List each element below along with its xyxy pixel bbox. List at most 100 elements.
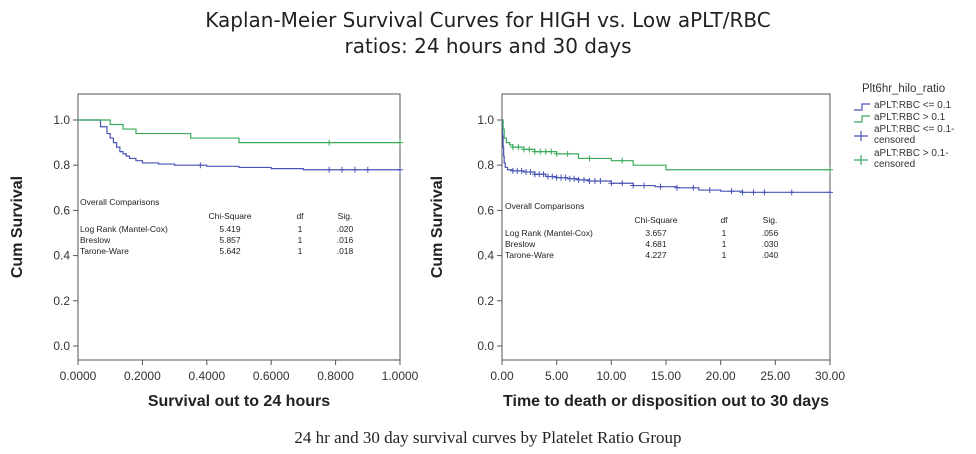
censor-mark [575,176,582,183]
censor-mark [657,183,664,190]
sig-value: .018 [337,246,354,256]
column-header-df: df [296,211,304,221]
legend: Plt6hr_hilo_ratio aPLT:RBC <= 0.1 aPLT:RBC… [854,83,954,170]
censor-mark [706,187,713,194]
censor-mark [562,174,569,181]
chart-title-line-1: Kaplan-Meier Survival Curves for HIGH vs… [205,8,771,32]
survival-line-high [502,119,830,171]
column-header-df: df [720,215,728,225]
test-name: Tarone-Ware [80,246,129,256]
legend-entry-label: aPLT:RBC <= 0.1 [874,100,952,111]
sig-value: .056 [762,228,779,238]
x-axis-title: Survival out to 24 hours [148,393,330,410]
censor-mark [197,162,204,169]
censor-mark [326,166,333,173]
censor-mark [515,144,522,151]
chi-square-value: 5.857 [219,235,241,245]
column-header-sig: Sig. [338,211,353,221]
y-tick-label: 0.4 [477,249,494,263]
censor-mark [750,189,757,196]
censor-mark [788,189,795,196]
df-value: 1 [722,228,727,238]
legend-entry-label: aPLT:RBC > 0.1- [874,148,949,159]
x-tick-label: 20.00 [706,369,736,383]
survival-line-high [78,119,400,144]
df-value: 1 [722,239,727,249]
censor-mark [351,166,358,173]
censor-mark [531,148,538,155]
censor-mark [549,173,556,180]
x-tick-label: 0.2000 [124,369,161,383]
censor-mark [690,184,697,191]
plot-frame [77,93,401,361]
y-tick-label: 0.6 [477,203,494,217]
legend-entry-label: aPLT:RBC <= 0.1- [874,124,954,135]
comparison-heading: Overall Comparisons [505,201,584,211]
x-tick-label: 15.00 [651,369,681,383]
censor-mark [537,148,544,155]
censor-mark [364,166,371,173]
df-value: 1 [722,250,727,260]
legend-title: Plt6hr_hilo_ratio [862,83,945,95]
y-tick-label: 0.8 [477,158,494,172]
censor-mark [630,182,637,189]
chi-square-value: 4.227 [645,250,667,260]
censor-mark [518,167,525,174]
y-tick-label: 0.0 [477,339,494,353]
y-tick-label: 0.6 [53,203,70,217]
censor-mark [761,189,768,196]
df-value: 1 [298,235,303,245]
censor-mark [641,182,648,189]
legend-swatch-line [854,103,870,111]
censor-mark [542,148,549,155]
chi-square-value: 4.681 [645,239,667,249]
censor-mark [619,157,626,164]
censor-mark [571,175,578,182]
censor-mark [827,189,833,196]
x-tick-label: 0.0000 [60,369,97,383]
censor-mark [591,178,598,185]
y-tick-label: 0.8 [53,158,70,172]
censor-mark [728,188,735,195]
test-name: Breslow [80,235,111,245]
censor-mark [586,155,593,162]
chi-square-value: 3.657 [645,228,667,238]
chart-panel-2: 0.0 0.2 0.4 0.6 0.8 1.0 0.00 5.00 10.00 15.00 20.0… [429,93,845,410]
x-tick-label: 30.00 [815,369,845,383]
survival-line-low [78,119,400,171]
x-tick-label: 0.4000 [188,369,225,383]
comparison-heading: Overall Comparisons [80,197,159,207]
censor-mark [827,166,833,173]
sig-value: .030 [762,239,779,249]
y-axis-title: Cum Survival [9,176,26,278]
censor-mark [527,168,534,175]
censor-mark [608,180,615,187]
x-tick-label: 25.00 [760,369,790,383]
df-value: 1 [298,246,303,256]
censor-mark [739,189,746,196]
chi-square-value: 5.642 [219,246,241,256]
y-tick-label: 1.0 [53,113,70,127]
censor-mark [526,146,533,153]
chi-square-value: 5.419 [219,224,241,234]
censor-mark [586,178,593,185]
censor-mark [509,144,516,151]
censor-mark [397,139,403,146]
legend-swatch-censor [854,155,868,165]
column-header-chi: Chi-Square [635,215,678,225]
test-name: Tarone-Ware [505,250,554,260]
test-name: Log Rank (Mantel-Cox) [80,224,168,234]
y-tick-label: 0.2 [53,294,70,308]
censor-mark [673,184,680,191]
censor-mark [540,171,547,178]
test-name: Log Rank (Mantel-Cox) [505,228,593,238]
censor-mark [553,150,560,157]
y-tick-label: 0.0 [53,339,70,353]
df-value: 1 [298,224,303,234]
sig-value: .016 [337,235,354,245]
censor-mark [326,139,333,146]
legend-swatch-line [854,115,870,123]
figure-caption: 24 hr and 30 day survival curves by Plat… [294,428,682,447]
column-header-chi: Chi-Square [209,211,252,221]
